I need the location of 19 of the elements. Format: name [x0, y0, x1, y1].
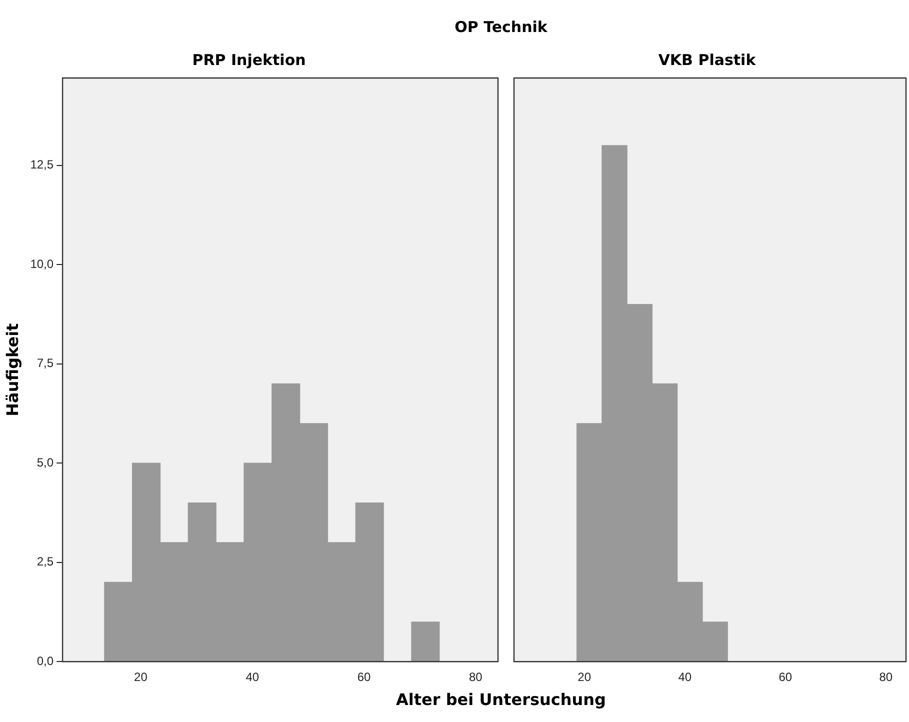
- chart-title: VKB Plastik: [658, 50, 757, 69]
- x-tick-label: 80: [879, 670, 893, 684]
- x-tick-label: 80: [468, 670, 483, 684]
- y-tick-label: 12,5: [30, 158, 54, 172]
- x-tick-label: 20: [578, 670, 592, 684]
- text: OP Technik: [454, 18, 548, 36]
- y-tick-label: 10,0: [30, 256, 54, 271]
- x-axis-title: Alter bei Untersuchung: [395, 690, 607, 709]
- y-tick-label: 7,5: [36, 356, 54, 370]
- y-axis-title: Häufigkeit: [2, 322, 22, 416]
- x-tick-label: 20: [134, 670, 148, 684]
- x-tick-label: 60: [357, 670, 372, 684]
- y-tick-label: 5,0: [36, 455, 54, 470]
- x-tick-label: 40: [246, 670, 260, 684]
- chart-title: PRP Injektion: [192, 50, 306, 69]
- y-tick-label: 0,0: [36, 654, 54, 668]
- x-tick-label: 60: [778, 670, 792, 684]
- y-tick-label: 2,5: [36, 554, 54, 569]
- x-tick-label: 40: [678, 670, 692, 684]
